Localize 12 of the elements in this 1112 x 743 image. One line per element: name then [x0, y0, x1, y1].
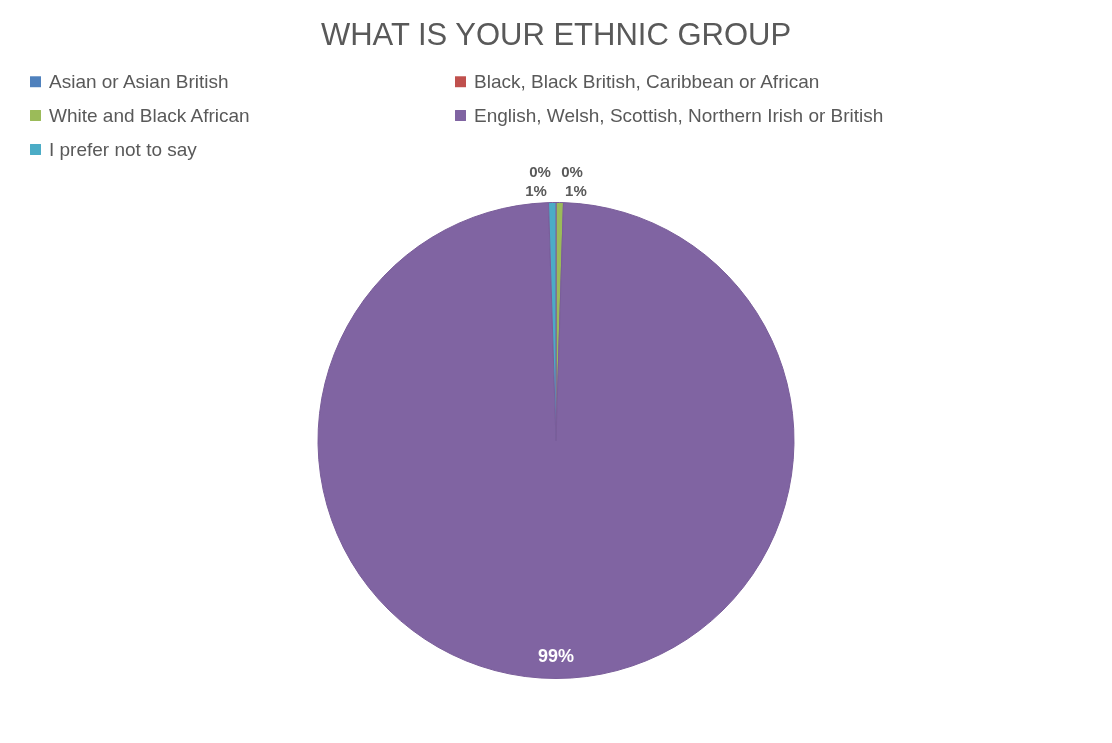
text: 0% — [561, 162, 583, 180]
legend-label: Black, Black British, Caribbean or African — [474, 70, 820, 92]
data-label: 1% — [525, 181, 547, 199]
chart-title: WHAT IS YOUR ETHNIC GROUP — [320, 17, 792, 52]
data-label: 1% — [565, 181, 587, 199]
text: 0% — [529, 162, 551, 180]
legend-label: White and Black African — [49, 104, 250, 126]
pie-slice — [317, 202, 795, 679]
legend-label: I prefer not to say — [49, 138, 198, 160]
legend-label: Asian or Asian British — [49, 70, 229, 92]
data-label: 99% — [537, 646, 575, 667]
legend-label: English, Welsh, Scottish, Northern Irish or British — [474, 104, 884, 126]
